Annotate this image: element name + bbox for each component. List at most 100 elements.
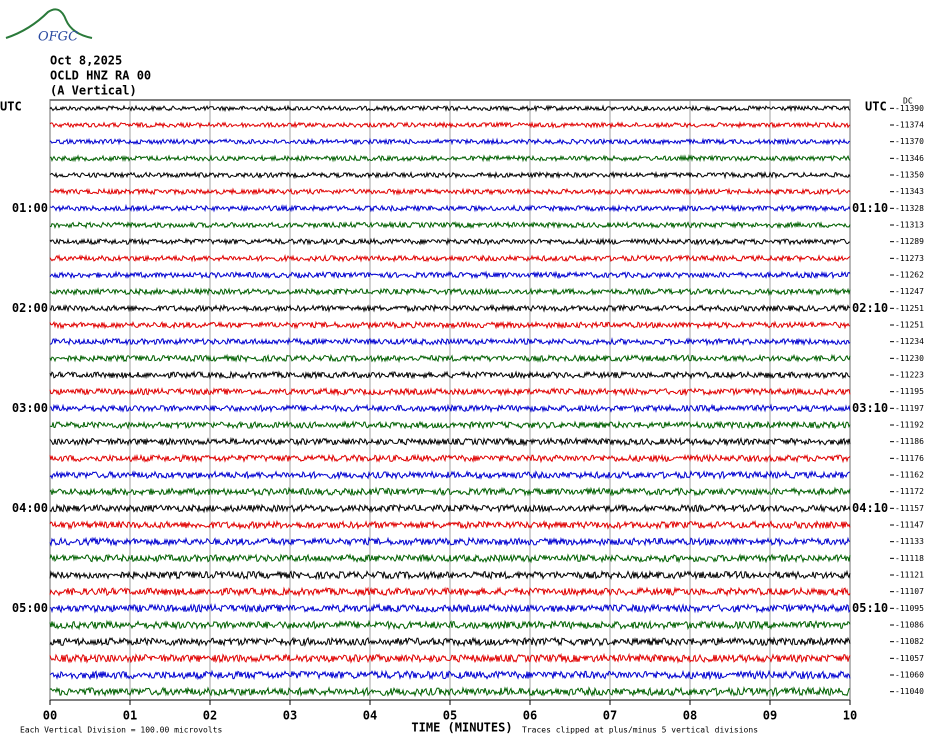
x-tick-label: 05 (443, 709, 457, 723)
dc-offset: -11262 (895, 271, 924, 280)
trace (49, 536, 851, 547)
utc-left: UTC (0, 100, 22, 114)
scale-note: Each Vertical Division = 100.00 microvol… (20, 726, 222, 735)
x-axis-label: TIME (MINUTES) (411, 721, 512, 735)
dc-offset: -11234 (895, 337, 924, 346)
trace (49, 386, 851, 397)
trace (49, 420, 851, 430)
dc-offset: -11251 (895, 304, 924, 313)
dc-offset: -11343 (895, 187, 924, 196)
dc-offset: -11186 (895, 437, 924, 446)
trace (49, 519, 851, 531)
dc-offset: -11313 (895, 221, 924, 230)
x-tick-label: 02 (203, 709, 217, 723)
dc-offset: -11176 (895, 454, 924, 463)
dc-label: DC (903, 97, 913, 106)
trace (49, 104, 851, 113)
dc-offset: -11162 (895, 471, 924, 480)
left-time-label: 03:00 (12, 401, 48, 415)
left-time-label: 05:00 (12, 601, 48, 615)
trace (49, 220, 851, 230)
trace (49, 203, 851, 213)
dc-offset: -11107 (895, 587, 924, 596)
trace (49, 569, 851, 581)
right-time-label: 04:10 (852, 501, 888, 515)
dc-offset: -11328 (895, 204, 924, 213)
trace (49, 470, 851, 481)
trace (49, 453, 851, 464)
x-tick-label: 07 (603, 709, 617, 723)
dc-offset: -11251 (895, 321, 924, 330)
trace (49, 170, 851, 180)
dc-offset: -11374 (895, 121, 924, 130)
dc-offset: -11289 (895, 237, 924, 246)
dc-offset: -11121 (895, 571, 924, 580)
trace (49, 685, 850, 698)
dc-offset: -11060 (895, 671, 924, 680)
x-tick-label: 00 (43, 709, 57, 723)
dc-offset: -11147 (895, 521, 924, 530)
dc-offset: -11192 (895, 421, 924, 430)
dc-offset: -11157 (895, 504, 924, 513)
right-time-label: 05:10 (852, 601, 888, 615)
dc-offset: -11346 (895, 154, 924, 163)
x-tick-label: 03 (283, 709, 297, 723)
date: Oct 8,2025 (50, 54, 122, 68)
dc-offset: -11095 (895, 604, 924, 613)
x-tick-label: 04 (363, 709, 377, 723)
station: OCLD HNZ RA 00 (50, 69, 151, 83)
left-time-label: 02:00 (12, 301, 48, 315)
dc-offset: -11350 (895, 171, 924, 180)
component: (A Vertical) (50, 84, 137, 98)
dc-offset: -11118 (895, 554, 924, 563)
right-time-label: 03:10 (852, 401, 888, 415)
trace (49, 603, 851, 614)
trace (49, 237, 851, 246)
dc-offset: -11133 (895, 537, 924, 546)
x-tick-label: 01 (123, 709, 137, 723)
trace (49, 187, 851, 196)
trace (50, 154, 851, 163)
trace (49, 636, 851, 648)
trace (49, 652, 851, 664)
trace (49, 370, 851, 380)
dc-offset: -11040 (895, 687, 924, 696)
trace (49, 403, 851, 414)
trace (49, 320, 851, 330)
dc-offset: -11086 (895, 621, 924, 630)
trace (49, 503, 851, 514)
dc-offset: -11247 (895, 287, 924, 296)
dc-offset: -11370 (895, 137, 924, 146)
trace (49, 619, 851, 631)
trace (49, 553, 851, 564)
dc-offset: -11057 (895, 654, 924, 663)
x-tick-label: 08 (683, 709, 697, 723)
trace (49, 120, 851, 130)
dc-offset: -11223 (895, 371, 924, 380)
logo-mountain (5, 8, 93, 39)
dc-offset: -11197 (895, 404, 924, 413)
logo-text: OFGC (38, 30, 78, 45)
x-tick-label: 09 (763, 709, 777, 723)
left-time-label: 01:00 (12, 201, 48, 215)
trace (49, 287, 851, 297)
trace (49, 436, 851, 447)
trace (49, 254, 851, 263)
utc-right: UTC (865, 100, 887, 114)
trace (49, 270, 851, 280)
trace (49, 303, 851, 313)
x-tick-label: 10 (843, 709, 857, 723)
right-time-label: 02:10 (852, 301, 888, 315)
dc-offset: -11082 (895, 637, 924, 646)
right-time-label: 01:10 (852, 201, 888, 215)
trace (49, 137, 851, 146)
dc-offset: -11273 (895, 254, 924, 263)
x-tick-label: 06 (523, 709, 537, 723)
trace (49, 337, 851, 347)
trace (49, 669, 851, 681)
dc-offset: -11390 (895, 104, 924, 113)
clip-note: Traces clipped at plus/minus 5 vertical … (522, 726, 758, 735)
left-time-label: 04:00 (12, 501, 48, 515)
trace (49, 586, 851, 597)
